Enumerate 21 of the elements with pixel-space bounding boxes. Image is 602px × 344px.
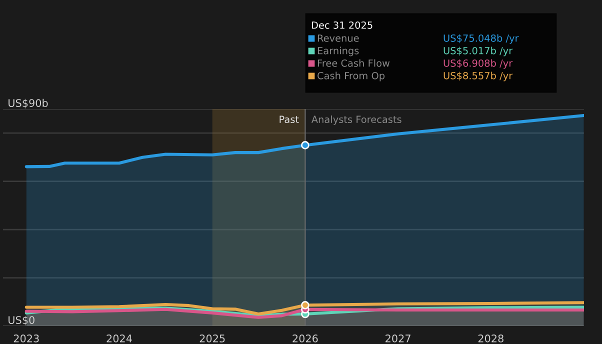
text: US$6.908b /yr [444, 59, 513, 69]
legend-label: Earnings [318, 46, 359, 56]
x-tick-label: 2027 [386, 334, 410, 342]
band-label: Past [280, 116, 299, 124]
text: US$75.048b /yr [444, 34, 519, 44]
x-tick-label: 2026 [292, 334, 318, 342]
annotation: US$0 [8, 316, 34, 326]
legend-label: Revenue [318, 34, 359, 42]
text: US$5.017b /yr [444, 46, 513, 56]
text: US$8.557b /yr [444, 72, 513, 82]
text: Dec 31 2025 [312, 21, 372, 29]
x-tick-label: 2023 [14, 334, 39, 342]
text: US$90b [8, 98, 48, 108]
x-tick-label: 2028 [478, 334, 504, 342]
point [301, 141, 310, 150]
legend-label: Cash From Op [318, 72, 385, 82]
legend-label: Free Cash Flow [318, 59, 390, 67]
point [301, 300, 310, 310]
x-tick-label: 2025 [200, 334, 225, 342]
ref-line-label: Analysts Forecasts [311, 116, 402, 125]
x-tick-label: 2024 [106, 334, 132, 342]
